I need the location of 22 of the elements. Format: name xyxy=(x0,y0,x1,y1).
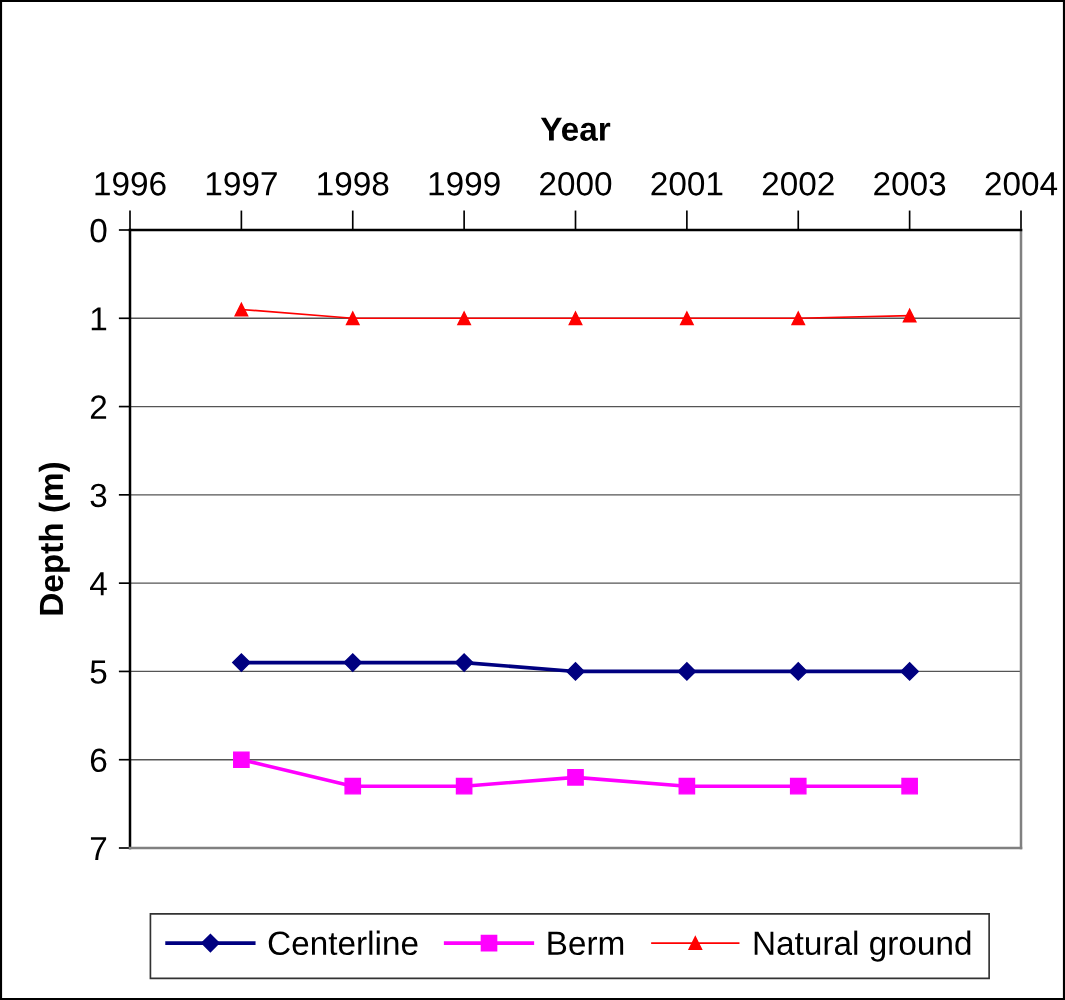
legend-label: Berm xyxy=(548,931,624,956)
x-axis-title: Year xyxy=(540,117,611,141)
x-tick-label: 1996 xyxy=(95,172,166,196)
x-tick-label: 2000 xyxy=(540,172,612,196)
y-tick-label: 4 xyxy=(90,572,107,596)
y-tick-label: 0 xyxy=(90,218,107,243)
x-tick-label: 2003 xyxy=(874,172,946,196)
y-tick-label: 5 xyxy=(90,660,107,684)
x-tick-label: 2004 xyxy=(985,172,1058,196)
x-tick-label: 1997 xyxy=(206,172,277,196)
legend-label: Natural ground xyxy=(754,930,971,962)
legend-label: Centerline xyxy=(268,930,418,956)
x-tick-label: 2002 xyxy=(762,172,834,196)
x-tick-label: 1999 xyxy=(429,172,500,196)
x-tick-label: 2001 xyxy=(651,172,723,196)
y-tick-label: 1 xyxy=(91,307,107,331)
y-tick-label: 7 xyxy=(90,837,107,861)
y-axis-title: Depth (m) xyxy=(38,462,70,615)
y-tick-label: 6 xyxy=(90,748,107,773)
y-tick-label: 2 xyxy=(90,395,107,419)
x-tick-label: 1998 xyxy=(318,172,389,196)
y-tick-label: 3 xyxy=(90,483,107,508)
